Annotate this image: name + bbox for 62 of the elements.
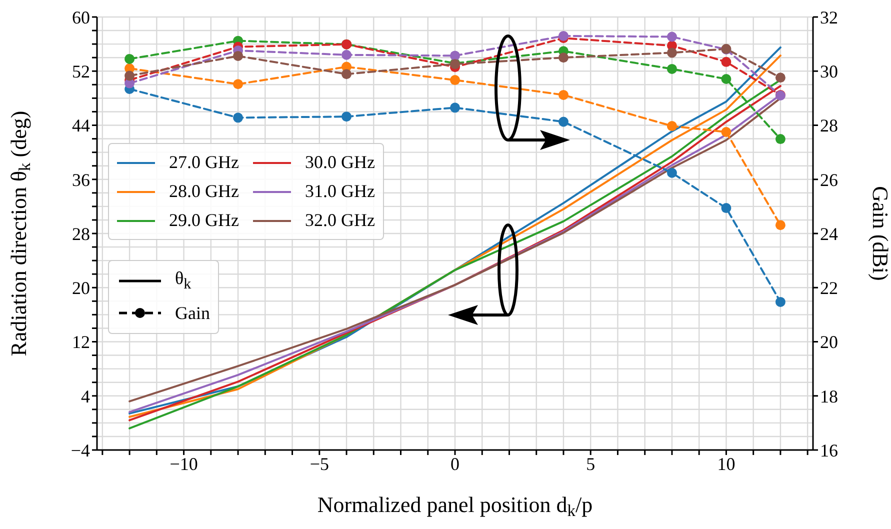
y2-tick-label: 22 <box>820 278 838 298</box>
point <box>666 168 677 178</box>
annotation: θ$_{k}$ <box>175 268 192 294</box>
y-tick-label: 20 <box>72 278 90 298</box>
legend-label: 29.0 GHz <box>169 210 239 231</box>
point <box>558 90 568 100</box>
y-tick-label: 12 <box>72 332 90 352</box>
y-tick-label: 4 <box>81 386 90 406</box>
point <box>450 102 460 113</box>
point <box>775 134 786 144</box>
y2-tick-label: 20 <box>820 332 838 352</box>
point <box>721 56 732 67</box>
point <box>721 127 732 138</box>
legend-label: 31.0 GHz <box>305 181 375 202</box>
point <box>666 48 677 58</box>
y2-tick-label: 32 <box>820 7 838 28</box>
y-tick-label: 52 <box>72 62 90 82</box>
point <box>124 70 135 81</box>
x-tick-label: −5 <box>310 454 329 474</box>
x-tick-label: 10 <box>717 454 736 474</box>
point <box>558 116 568 127</box>
y2-tick-label: 30 <box>820 62 838 82</box>
point <box>342 50 352 60</box>
point <box>233 79 244 90</box>
point <box>666 32 677 42</box>
y-tick-label: −4 <box>70 440 90 460</box>
point <box>721 203 732 214</box>
y2-axis-title: Gain (dBi) <box>868 186 891 281</box>
y2-tick-label: 24 <box>820 224 838 244</box>
point <box>775 220 786 230</box>
point <box>233 112 244 123</box>
point <box>233 50 244 61</box>
point <box>124 54 135 64</box>
point <box>450 50 460 61</box>
x-tick-label: −10 <box>170 454 198 474</box>
point <box>558 30 568 41</box>
point <box>775 72 786 83</box>
point <box>775 296 786 307</box>
y2-tick-label: 28 <box>820 116 838 136</box>
point <box>342 112 352 122</box>
y-tick-label: 60 <box>72 7 90 28</box>
point <box>666 64 677 74</box>
legend-label: 28.0 GHz <box>169 181 239 202</box>
x-axis-title: Normalized panel position d$_{k}$/p <box>317 492 593 520</box>
style-key-box: θ$_{k}$ Gain <box>108 260 219 334</box>
point <box>721 74 732 84</box>
y-tick-label: 36 <box>72 170 90 190</box>
legend-label: 32.0 GHz <box>305 210 375 231</box>
point <box>666 121 677 132</box>
point <box>558 52 568 63</box>
y2-tick-label: 16 <box>820 440 838 460</box>
y2-tick-label: 26 <box>820 170 838 190</box>
x-tick-label: 0 <box>450 454 460 474</box>
y2-tick-label: 18 <box>820 386 838 406</box>
y-tick-label: 28 <box>72 224 90 244</box>
y-tick-label: 44 <box>72 116 90 136</box>
legend-label: 27.0 GHz <box>169 152 239 173</box>
point <box>342 69 352 80</box>
x-tick-label: 5 <box>586 454 596 474</box>
legend-label: 30.0 GHz <box>305 152 375 173</box>
annotation: Gain <box>175 302 210 324</box>
point <box>450 75 460 86</box>
